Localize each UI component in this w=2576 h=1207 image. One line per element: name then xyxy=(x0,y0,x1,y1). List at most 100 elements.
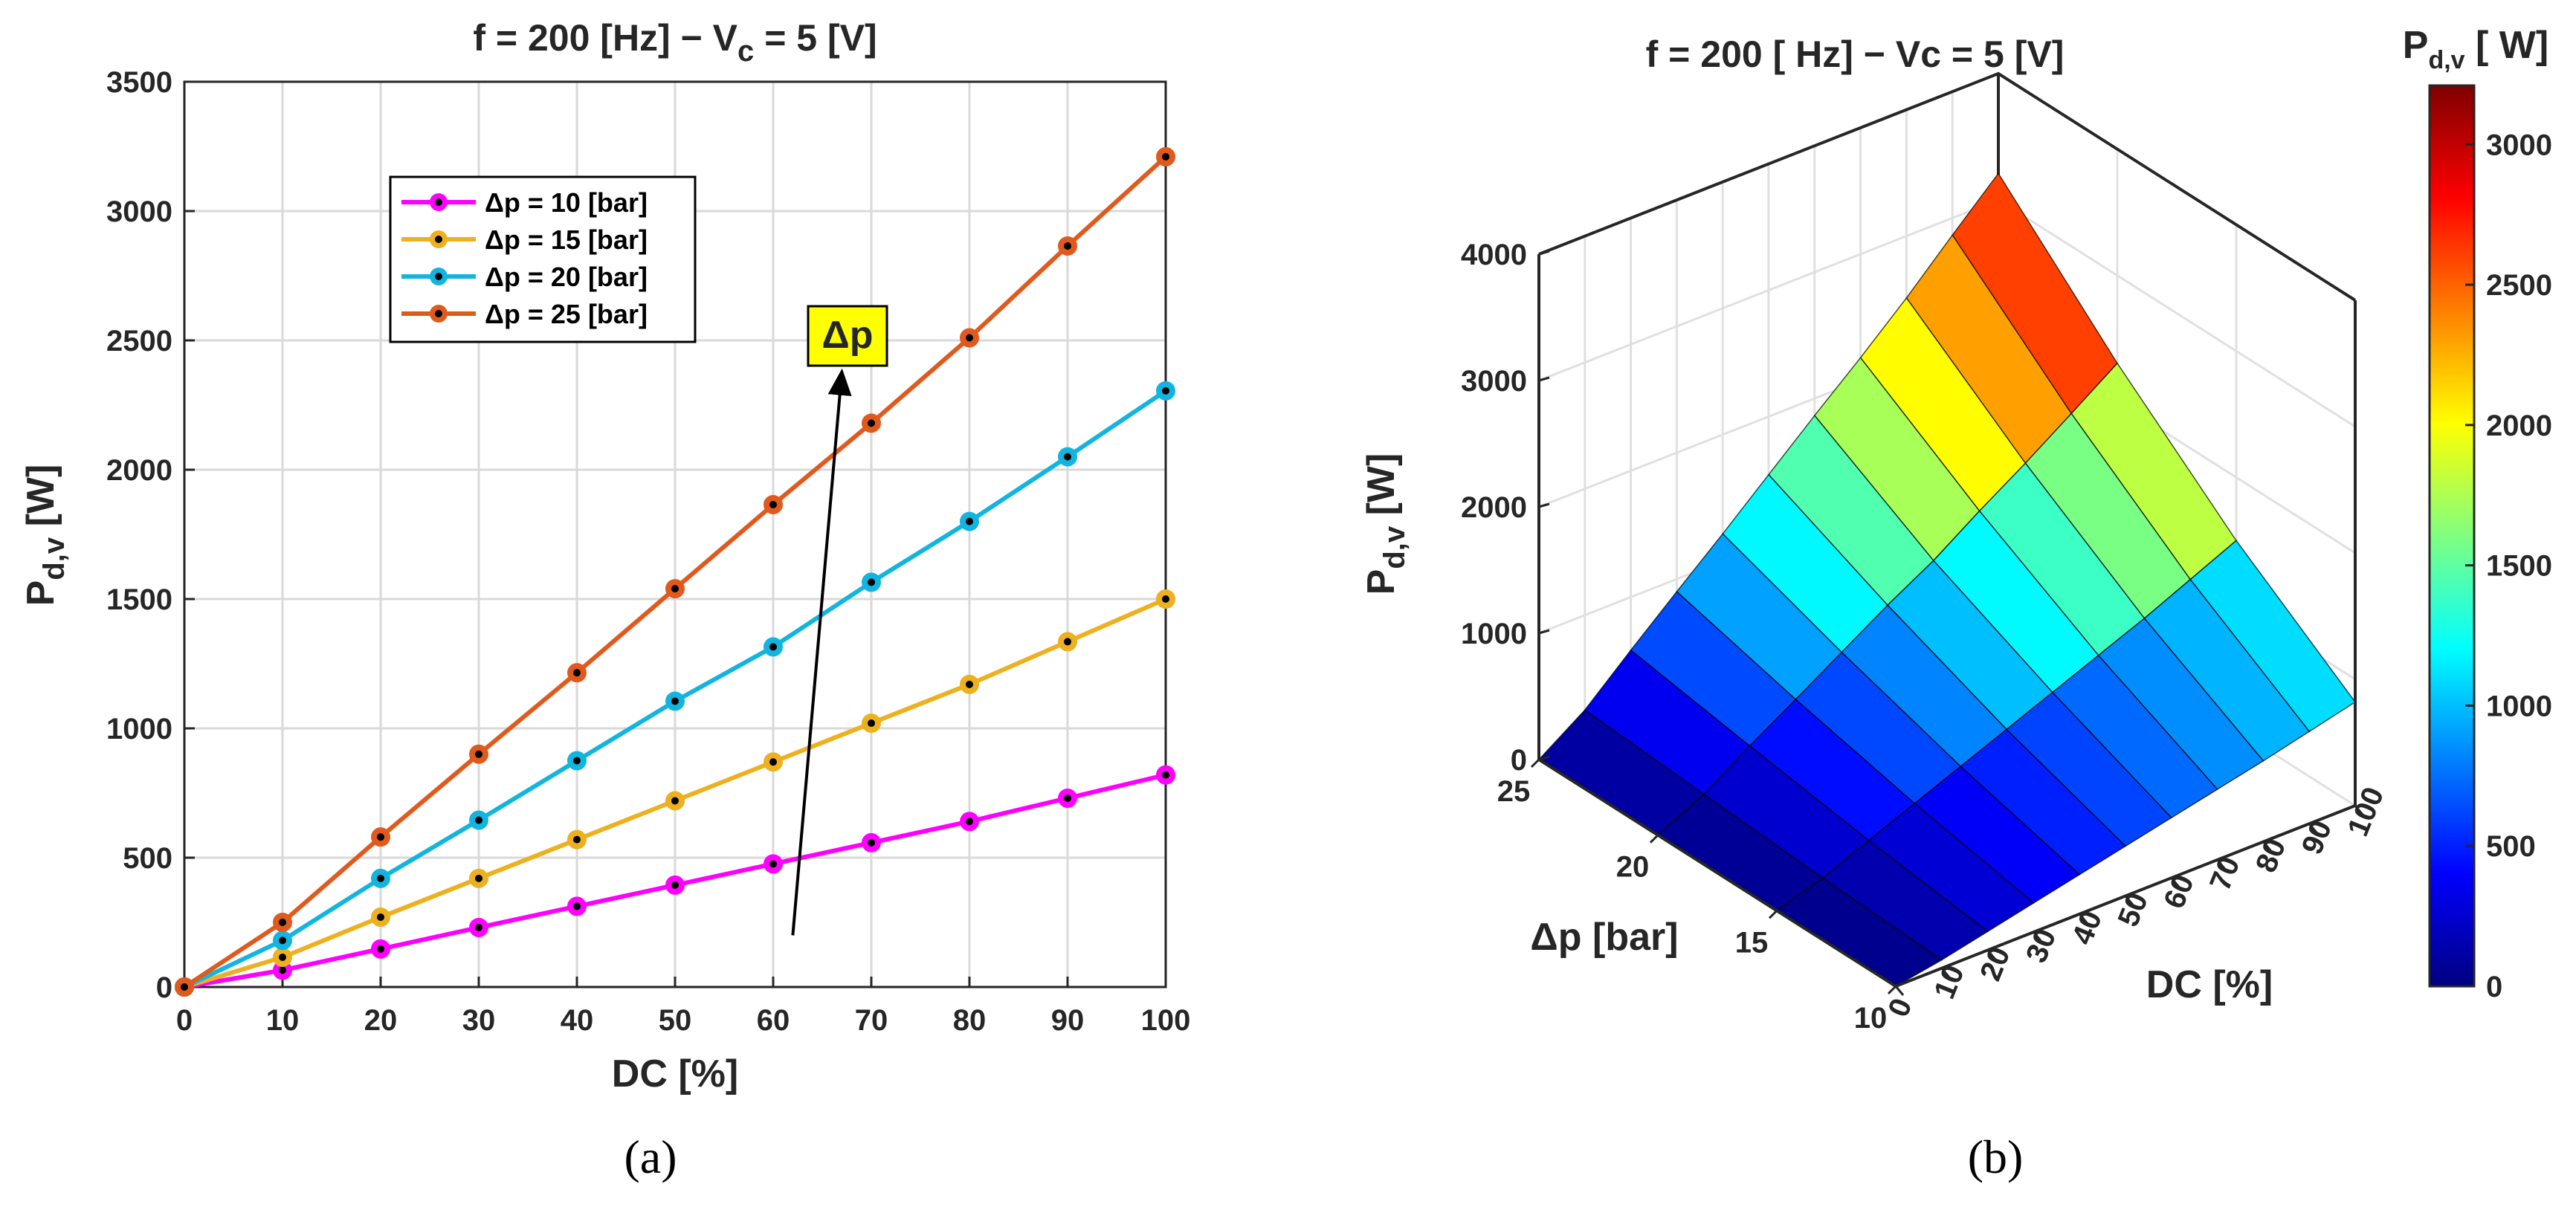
dc-tick-label: 60 xyxy=(2157,870,2200,913)
chart-b-ylabel: Δp [bar] xyxy=(1530,916,1678,959)
z-tick-mark xyxy=(1538,250,1550,256)
chart-a-xtick-label: 50 xyxy=(659,1004,692,1037)
data-point-core xyxy=(377,913,384,922)
data-point-core xyxy=(573,902,581,910)
caption-a: (a) xyxy=(624,1130,677,1183)
data-point-core xyxy=(671,697,679,705)
dp-tick-mark xyxy=(1768,910,1778,919)
z-tick-label: 1000 xyxy=(1461,618,1527,650)
data-point-core xyxy=(966,680,973,688)
z-tick-mark xyxy=(1538,629,1550,635)
data-point-core xyxy=(475,923,482,931)
chart-a-ytick-label: 3500 xyxy=(106,66,172,99)
data-point-core xyxy=(868,719,875,728)
dc-tick-label: 10 xyxy=(1928,960,1970,1003)
dc-tick-label: 50 xyxy=(2112,888,2154,931)
dc-tick-mark xyxy=(1986,949,1996,960)
data-point-core xyxy=(1064,638,1071,646)
colorbar-tick-label: 2500 xyxy=(2486,269,2552,302)
chart-a-xtick-label: 20 xyxy=(364,1004,398,1037)
data-point-core xyxy=(671,881,679,889)
dc-tick-label: 100 xyxy=(2342,783,2391,841)
chart-b-ticks: 010 20 30 40 50 60 70 80 90 100101520250100020003… xyxy=(1461,239,2390,1035)
z-tick-mark xyxy=(1538,502,1550,508)
legend-label: Δp = 20 [bar] xyxy=(485,262,648,292)
colorbar-tick-label: 3000 xyxy=(2486,129,2552,161)
colorbar-tick-label: 1000 xyxy=(2486,690,2552,722)
dp-tick-label: 15 xyxy=(1735,926,1769,959)
chart-a-legend: Δp = 10 [bar] Δp = 15 [bar] Δp = 20 [bar] Δ… xyxy=(389,175,697,343)
data-point-core xyxy=(769,643,777,651)
data-point-core xyxy=(1162,595,1169,603)
data-point-core xyxy=(475,750,482,758)
chart-a-xtick-label: 40 xyxy=(561,1004,594,1037)
dc-tick-mark xyxy=(2079,913,2088,924)
data-point-core xyxy=(769,500,777,508)
chart-b-title: f = 200 [ Hz] − Vc = 5 [V] xyxy=(1646,33,2065,75)
chart-a-xtick-label: 70 xyxy=(855,1004,888,1037)
caption-b: (b) xyxy=(1968,1130,2024,1183)
data-point-core xyxy=(868,578,875,586)
dc-tick-mark xyxy=(2262,841,2272,852)
dp-tick-mark xyxy=(1530,758,1540,768)
colorbar-tick-label: 2000 xyxy=(2486,410,2552,442)
data-point-core xyxy=(769,758,777,766)
data-point-core xyxy=(966,517,973,525)
data-point-core xyxy=(671,585,679,593)
dc-tick-label: 70 xyxy=(2204,852,2246,896)
data-point-core xyxy=(279,919,286,926)
data-point-core xyxy=(671,797,679,805)
chart-a-title: f = 200 [Hz] − Vc = 5 [V] xyxy=(473,17,877,68)
dc-tick-mark xyxy=(1940,967,1950,978)
data-point-core xyxy=(1064,453,1071,461)
chart-b: 010 20 30 40 50 60 70 80 90 100101520250100020003… xyxy=(1360,24,2552,1035)
z-tick-label: 2000 xyxy=(1461,491,1527,524)
dp-tick-mark xyxy=(1887,985,1897,995)
data-point-core xyxy=(1162,152,1169,161)
chart-a-xlabel: DC [%] xyxy=(612,1052,738,1096)
data-point-core xyxy=(279,953,286,961)
z-tick-mark xyxy=(1538,376,1550,382)
chart-a-ytick-label: 2000 xyxy=(106,454,172,487)
z-tick-label: 0 xyxy=(1511,744,1527,777)
dp-tick-label: 10 xyxy=(1854,1002,1888,1035)
chart-b-colorbar: Pd,v [ W] 0 500 1000 1500 2000 2500 3000 xyxy=(2403,24,2552,1003)
colorbar-tick-label: 1500 xyxy=(2486,550,2552,583)
chart-a-xtick-label: 0 xyxy=(176,1004,193,1037)
dc-tick-label: 40 xyxy=(2066,906,2108,949)
chart-a-series xyxy=(175,146,1175,997)
chart-a-ytick-label: 1500 xyxy=(106,583,172,616)
data-point-core xyxy=(279,966,286,974)
legend-label: Δp = 15 [bar] xyxy=(485,224,648,255)
dp-tick-label: 20 xyxy=(1616,851,1650,884)
data-point-core xyxy=(868,419,875,427)
chart-a-xtick-label: 90 xyxy=(1051,1004,1085,1037)
dp-tick-mark xyxy=(1649,834,1659,844)
z-tick-label: 3000 xyxy=(1461,365,1527,398)
data-point-core xyxy=(769,860,777,868)
data-point-core xyxy=(377,833,384,841)
data-point-core xyxy=(1162,386,1169,395)
chart-b-surface xyxy=(1537,172,2357,987)
chart-b-zlabel: Pd,v [W] xyxy=(1360,453,1411,595)
legend-marker-core xyxy=(435,236,442,243)
dc-tick-mark xyxy=(2124,895,2134,906)
colorbar-gradient xyxy=(2428,84,2476,988)
dc-tick-label: 20 xyxy=(1974,942,2016,986)
chart-a-ytick-label: 3000 xyxy=(106,195,172,228)
data-point-core xyxy=(966,818,973,826)
data-point-core xyxy=(1064,242,1071,250)
dc-tick-label: 0 xyxy=(1882,994,1919,1021)
colorbar-tick-label: 0 xyxy=(2486,971,2502,1003)
chart-a-ylabel: Pd,v [W] xyxy=(19,465,71,606)
chart-a-xtick-label: 30 xyxy=(462,1004,496,1037)
data-point-core xyxy=(377,874,384,882)
dc-tick-label: 80 xyxy=(2250,834,2292,877)
data-point-core xyxy=(573,669,581,677)
chart-a-xtick-label: 60 xyxy=(757,1004,790,1037)
chart-a-xtick-label: 10 xyxy=(266,1004,300,1037)
legend-marker-core xyxy=(435,198,442,206)
dc-tick-mark xyxy=(2216,858,2226,870)
chart-a-ytick-label: 1000 xyxy=(106,713,172,745)
